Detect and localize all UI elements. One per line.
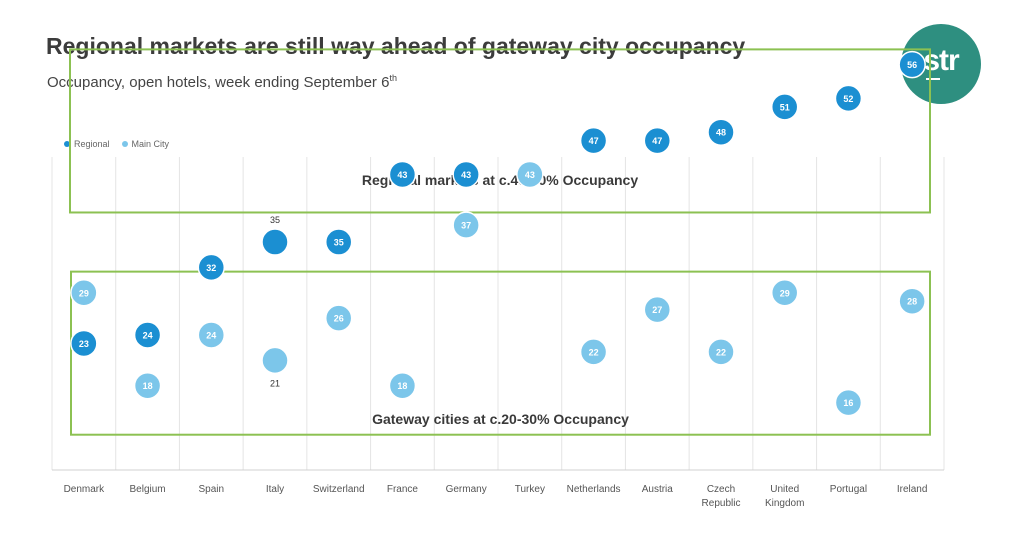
point-regional-united-kingdom-label: 51 [780, 102, 790, 112]
point-main-city-denmark-label: 29 [79, 288, 89, 298]
x-tick-label-ireland: Ireland [897, 484, 928, 495]
point-main-city-france-label: 18 [397, 381, 407, 391]
point-regional-belgium [133, 321, 162, 349]
x-tick-label-germany: Germany [446, 484, 487, 495]
point-main-city-switzerland [324, 304, 353, 332]
point-main-city-italy [261, 346, 289, 375]
logo-underline [926, 78, 940, 80]
point-regional-austria-label: 47 [652, 136, 662, 146]
legend-item-main-city: Main City [121, 139, 170, 149]
point-main-city-czech-republic [707, 338, 735, 366]
x-tick-label-portugal: Portugal [830, 484, 867, 495]
point-regional-spain-label: 32 [206, 263, 216, 273]
x-tick-label-belgium: Belgium [130, 484, 166, 495]
point-regional-switzerland-label: 35 [334, 238, 344, 248]
regional-markets-box-label: Regional markets at c.40-60% Occupancy [362, 172, 638, 188]
subtitle-superscript: th [389, 73, 397, 83]
point-main-city-austria [643, 295, 672, 324]
page-subtitle: Occupancy, open hotels, week ending Sept… [47, 73, 397, 91]
point-main-city-spain [197, 321, 226, 349]
legend-label-main-city: Main City [131, 139, 170, 149]
point-main-city-ireland-label: 28 [907, 297, 917, 307]
point-main-city-turkey [516, 160, 544, 189]
point-main-city-italy-label: 21 [270, 378, 280, 388]
point-regional-czech-republic [707, 118, 735, 146]
point-main-city-portugal-label: 16 [843, 398, 853, 408]
point-main-city-austria-label: 27 [652, 305, 662, 315]
x-tick-label-spain: Spain [198, 484, 224, 495]
point-main-city-turkey-label: 43 [525, 170, 535, 180]
point-regional-spain [197, 253, 226, 282]
point-regional-italy-label: 35 [270, 215, 280, 225]
point-regional-ireland [898, 50, 926, 79]
point-main-city-denmark [70, 279, 98, 307]
point-regional-switzerland [324, 228, 353, 256]
x-tick-label-switzerland: Switzerland [313, 484, 365, 495]
point-main-city-united-kingdom-label: 29 [780, 288, 790, 298]
point-main-city-belgium-label: 18 [143, 381, 153, 391]
point-regional-denmark-label: 23 [79, 339, 89, 349]
point-main-city-ireland [898, 287, 926, 315]
gateway-cities-box [70, 270, 931, 436]
point-regional-belgium-label: 24 [143, 331, 153, 341]
legend-item-regional: Regional [64, 139, 110, 149]
point-regional-germany [452, 160, 480, 189]
point-regional-germany-label: 43 [461, 170, 471, 180]
x-tick-label-czech-republic-line-1: Czech [707, 484, 735, 495]
point-main-city-germany-label: 37 [461, 221, 471, 231]
point-main-city-netherlands-label: 22 [589, 347, 599, 357]
x-tick-label-italy: Italy [266, 484, 284, 495]
regional-markets-box [69, 48, 931, 214]
point-main-city-czech-republic-label: 22 [716, 347, 726, 357]
x-tick-label-netherlands: Netherlands [567, 484, 621, 495]
point-regional-france [388, 160, 417, 189]
point-regional-denmark [70, 329, 98, 358]
point-main-city-switzerland-label: 26 [334, 314, 344, 324]
point-regional-portugal [834, 84, 863, 113]
x-tick-label-denmark: Denmark [64, 484, 106, 495]
point-regional-united-kingdom [770, 93, 799, 121]
point-main-city-france [388, 371, 417, 400]
point-regional-czech-republic-label: 48 [716, 128, 726, 138]
point-main-city-germany [452, 211, 480, 239]
x-tick-label-turkey: Turkey [515, 484, 545, 495]
legend-swatch-regional [64, 141, 70, 147]
x-tick-label-united-kingdom-line-1: United [770, 484, 799, 495]
point-main-city-portugal [834, 388, 863, 417]
x-tick-label-united-kingdom-line-2: Kingdom [765, 498, 804, 509]
point-main-city-spain-label: 24 [206, 331, 216, 341]
page-title: Regional markets are still way ahead of … [46, 33, 746, 59]
point-main-city-netherlands [579, 338, 608, 366]
point-regional-portugal-label: 52 [843, 94, 853, 104]
point-main-city-belgium [133, 371, 162, 400]
point-regional-netherlands [579, 126, 608, 155]
chart-legend: Regional Main City [64, 139, 169, 149]
x-tick-label-france: France [387, 484, 419, 495]
point-regional-france-label: 43 [397, 170, 407, 180]
point-regional-italy [261, 228, 289, 256]
x-tick-label-austria: Austria [642, 484, 674, 495]
legend-label-regional: Regional [74, 139, 110, 149]
legend-swatch-main-city [121, 141, 128, 147]
point-regional-ireland-label: 56 [907, 60, 917, 70]
point-regional-netherlands-label: 47 [589, 136, 599, 146]
subtitle-text: Occupancy, open hotels, week ending Sept… [47, 74, 390, 91]
x-tick-label-czech-republic-line-2: Republic [702, 498, 741, 509]
gateway-cities-box-label: Gateway cities at c.20-30% Occupancy [372, 411, 629, 427]
point-regional-austria [643, 126, 672, 155]
point-main-city-united-kingdom [770, 279, 799, 307]
